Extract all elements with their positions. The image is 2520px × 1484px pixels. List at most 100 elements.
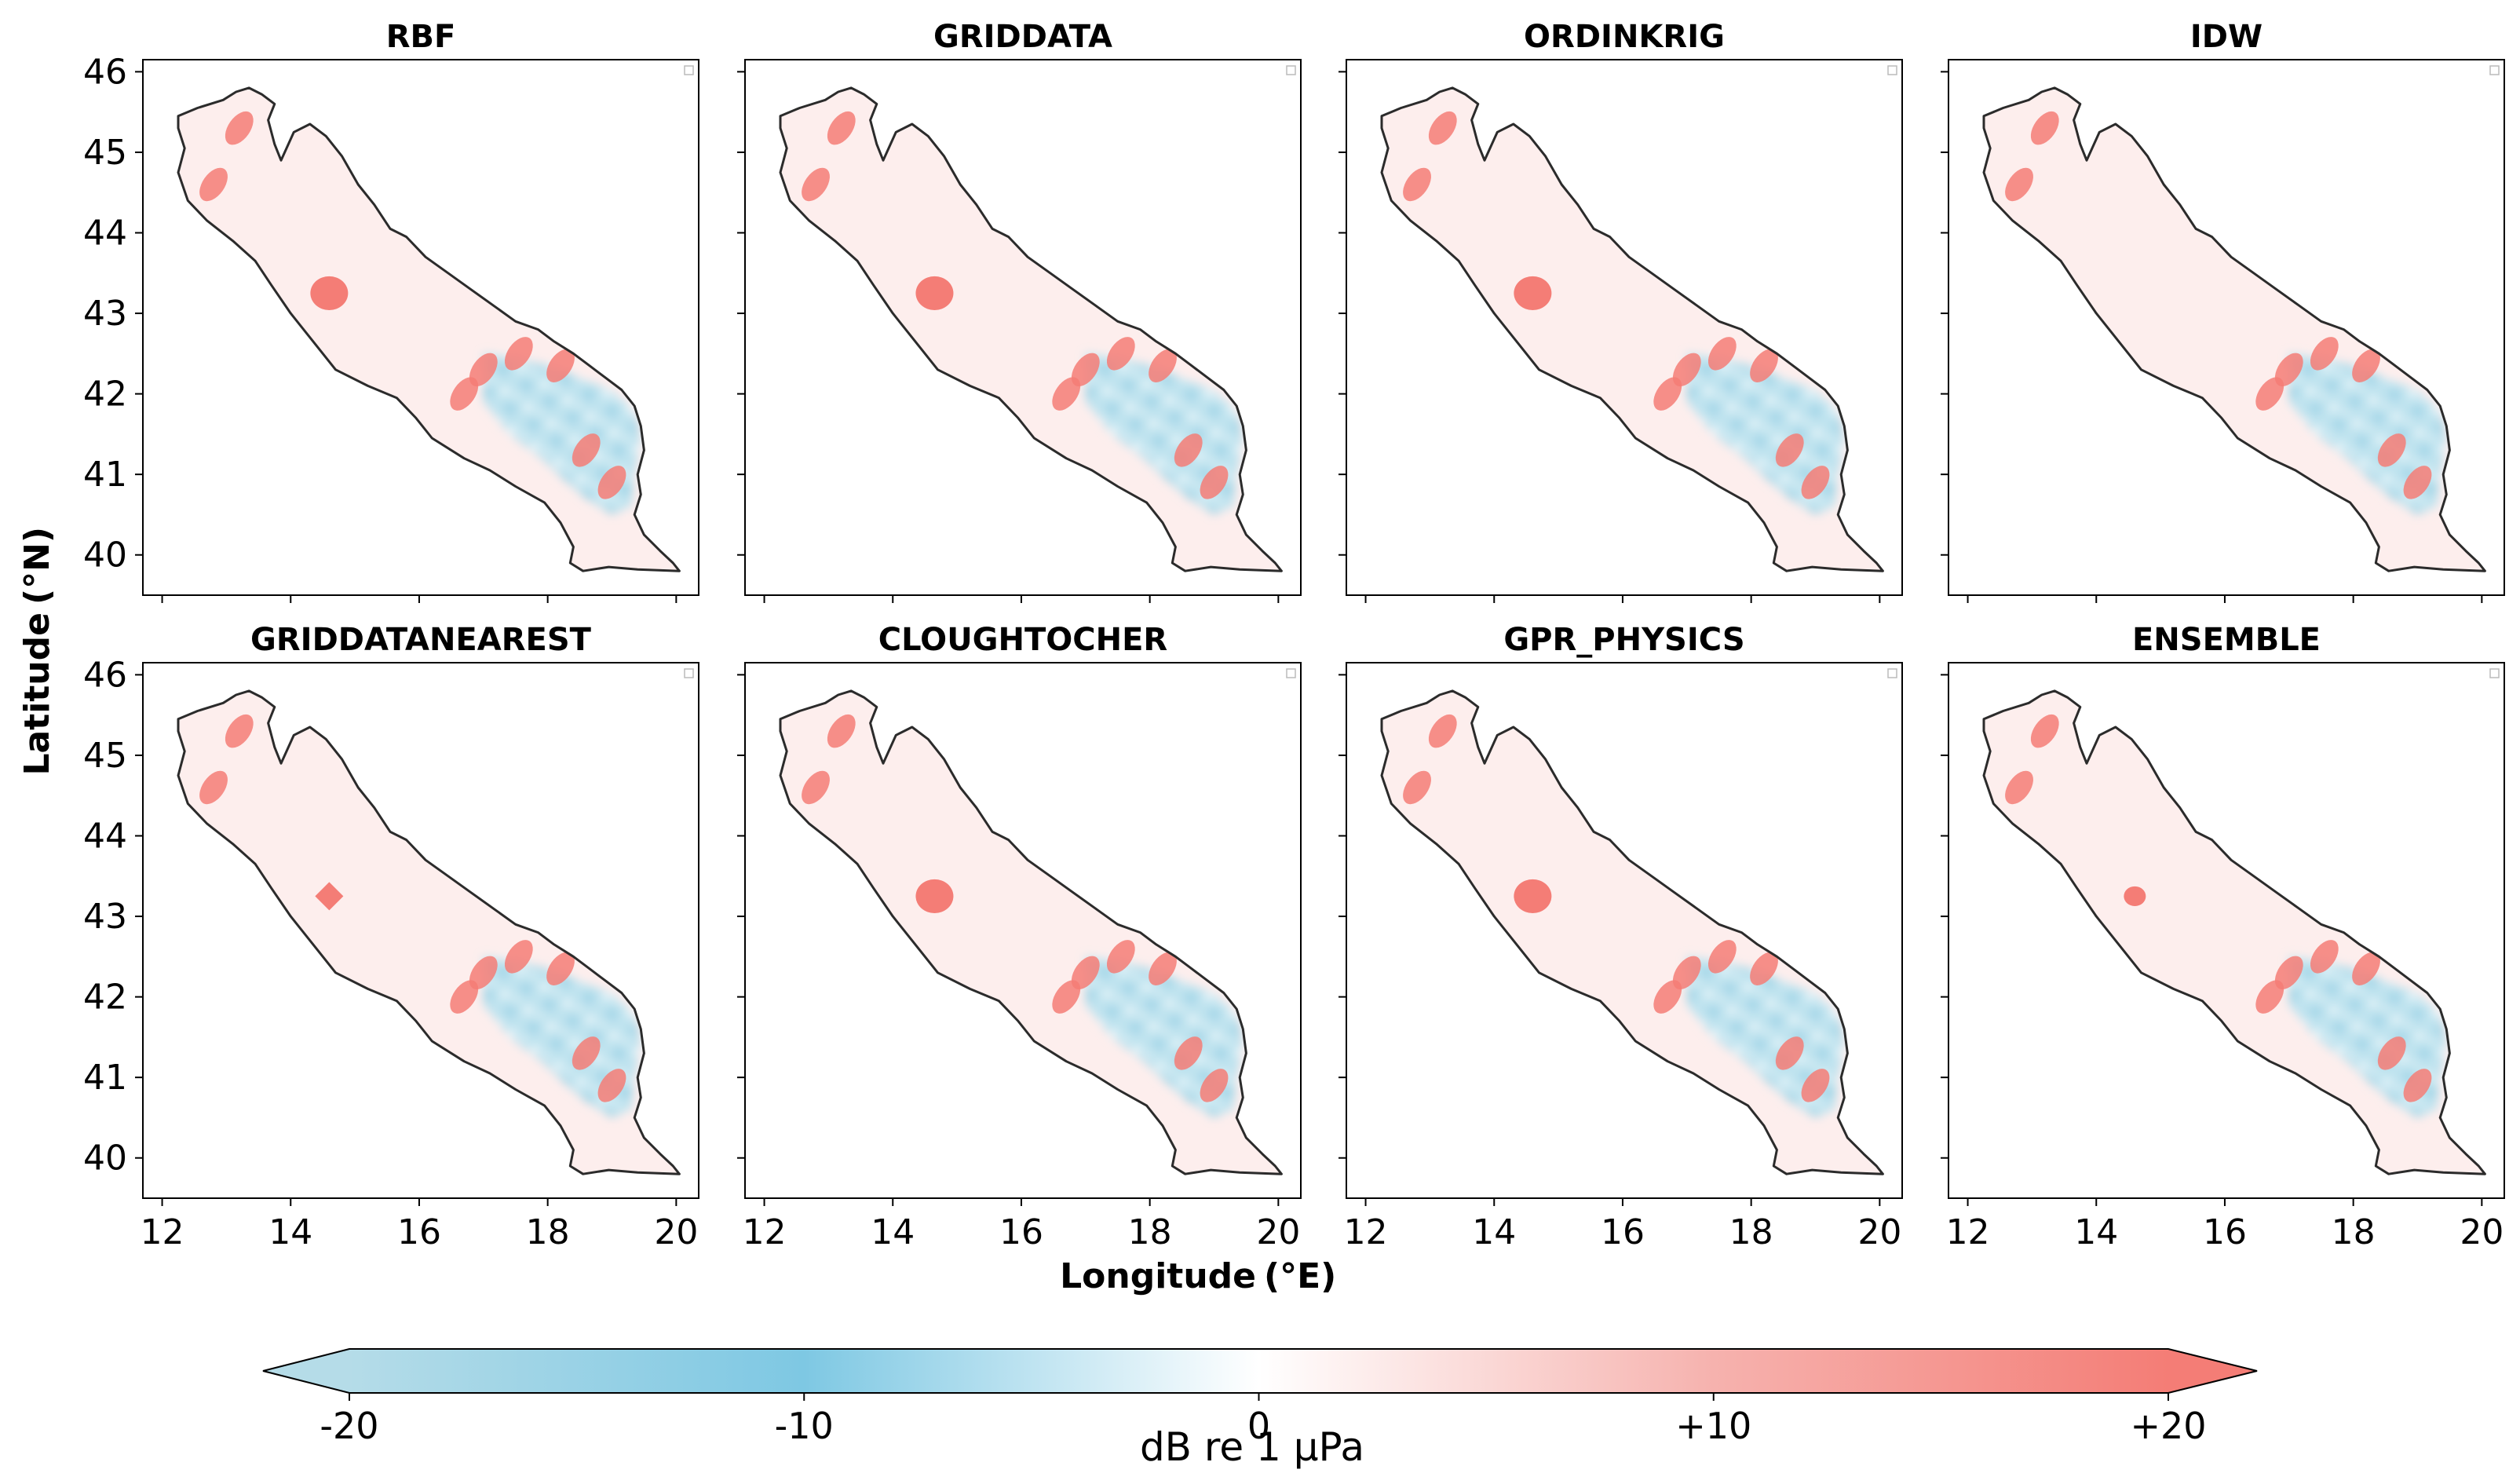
panel-frame (142, 662, 699, 1199)
x-tick-label: 12 (1344, 1212, 1388, 1252)
positive-anomaly-streak (1200, 1069, 1229, 1102)
positive-anomaly-streak (1106, 337, 1135, 371)
x-tick-label: 20 (2460, 1212, 2504, 1252)
negative-anomaly-zone (1085, 956, 1244, 1118)
panel-frame (1948, 59, 2505, 596)
negative-anomaly-zone (483, 956, 641, 1118)
positive-anomaly-streak (597, 466, 626, 499)
colorbar-gradient (349, 1349, 2168, 1393)
x-tick-label: 16 (397, 1212, 441, 1252)
positive-anomaly-streak (2005, 770, 2033, 805)
panel-frame (744, 662, 1302, 1199)
x-tick-label: 14 (871, 1212, 915, 1252)
positive-anomaly-streak (1071, 353, 1100, 387)
positive-anomaly-streak (2310, 337, 2339, 371)
panel-title: CLOUGHTOCHER (878, 622, 1167, 658)
colorbar-label: dB re 1 μPa (1140, 1424, 1364, 1470)
x-tick-label: 18 (526, 1212, 570, 1252)
negative-anomaly-zone (2288, 956, 2447, 1118)
y-tick-label: 46 (83, 52, 127, 92)
positive-anomaly-streak (572, 433, 601, 467)
positive-anomaly-streak (2403, 1069, 2432, 1102)
positive-anomaly-streak (546, 952, 575, 985)
svg-text:Latitude: Latitude (17, 612, 57, 776)
map-panel-griddatanearest: GRIDDATANEAREST 40 41 42 43 44 45 46 12 14 16 18 20 (83, 622, 699, 1252)
hotspot-marker (315, 882, 344, 911)
x-tick-label: 14 (2074, 1212, 2118, 1252)
positive-anomaly-streak (199, 770, 228, 805)
positive-anomaly-streak (1775, 433, 1804, 467)
x-tick-label: 16 (2203, 1212, 2247, 1252)
positive-anomaly-streak (1707, 337, 1737, 371)
legend-box (684, 65, 694, 75)
y-tick-label: 40 (83, 1139, 127, 1179)
panel-title: GRIDDATA (933, 19, 1112, 55)
panel-title: ENSEMBLE (2132, 622, 2321, 658)
map-panel-ensemble: ENSEMBLE 12 14 16 18 20 (1941, 622, 2505, 1252)
positive-anomaly-streak (827, 111, 856, 145)
legend-box (1887, 65, 1897, 75)
legend-box (2489, 65, 2500, 75)
x-tick-label: 18 (1729, 1212, 1773, 1252)
y-tick-label: 46 (83, 655, 127, 695)
legend-box (684, 668, 694, 678)
positive-anomaly-streak (1052, 377, 1081, 411)
x-tick-label: 16 (1601, 1212, 1645, 1252)
positive-anomaly-streak (1707, 940, 1737, 974)
map-panel-griddata: GRIDDATA (737, 19, 1302, 603)
colorbar-tick-label: -10 (775, 1405, 834, 1447)
positive-anomaly-streak (802, 167, 830, 202)
coastline (1982, 689, 2486, 1175)
map-panel-ordinkrig: ORDINKRIG (1339, 19, 1903, 603)
positive-anomaly-streak (1174, 433, 1203, 467)
positive-anomaly-streak (2403, 466, 2432, 499)
positive-anomaly-streak (2352, 349, 2380, 382)
y-tick-label: 44 (83, 213, 127, 253)
hotspot-marker (1514, 879, 1552, 914)
y-tick-label: 45 (83, 736, 127, 776)
x-tick-label: 18 (2332, 1212, 2376, 1252)
colorbar-tick-label: -20 (320, 1405, 378, 1447)
y-tick-label: 41 (83, 1058, 127, 1098)
colorbar-max-extend (2168, 1349, 2257, 1393)
map-panel-idw: IDW (1941, 19, 2505, 603)
positive-anomaly-streak (225, 111, 254, 145)
svg-text:(°N): (°N) (17, 527, 57, 605)
y-axis-label: Latitude (°N) (17, 527, 57, 776)
hotspot-marker (915, 276, 954, 311)
hotspot-marker (915, 879, 954, 914)
positive-anomaly-streak (2274, 956, 2303, 990)
x-tick-label: 20 (654, 1212, 698, 1252)
legend-box (2489, 668, 2500, 678)
positive-anomaly-streak (1801, 1069, 1830, 1102)
positive-anomaly-streak (1672, 956, 1701, 990)
colorbar-min-extend (263, 1349, 349, 1393)
panel-frame (142, 59, 699, 596)
legend-box (1887, 668, 1897, 678)
panel-title: RBF (386, 19, 456, 55)
x-tick-label: 18 (1128, 1212, 1172, 1252)
panel-frame (1346, 662, 1903, 1199)
map-panels: RBF 40 41 42 43 44 45 46 GRIDDATA ORDINKRIG IDW GRI… (83, 19, 2505, 1252)
coastline (177, 689, 681, 1175)
positive-anomaly-streak (546, 349, 575, 382)
panel-title: GPR_PHYSICS (1503, 622, 1744, 658)
positive-anomaly-streak (1149, 952, 1177, 985)
x-tick-label: 20 (1857, 1212, 1901, 1252)
positive-anomaly-streak (1174, 1036, 1203, 1070)
positive-anomaly-streak (1653, 980, 1682, 1014)
colorbar: -20 -10 0 +10 +20 dB re 1 μPa (262, 1348, 2258, 1470)
positive-anomaly-streak (1200, 466, 1229, 499)
positive-anomaly-streak (2030, 714, 2059, 748)
y-tick-label: 45 (83, 133, 127, 173)
positive-anomaly-streak (450, 980, 479, 1014)
positive-anomaly-streak (1801, 466, 1830, 499)
colorbar-tick-label: +10 (1675, 1405, 1751, 1447)
coastline (1982, 86, 2486, 572)
panel-frame (744, 59, 1302, 596)
positive-anomaly-streak (1428, 111, 1457, 145)
positive-anomaly-streak (2255, 980, 2284, 1014)
positive-anomaly-streak (1428, 714, 1457, 748)
positive-anomaly-streak (1052, 980, 1081, 1014)
